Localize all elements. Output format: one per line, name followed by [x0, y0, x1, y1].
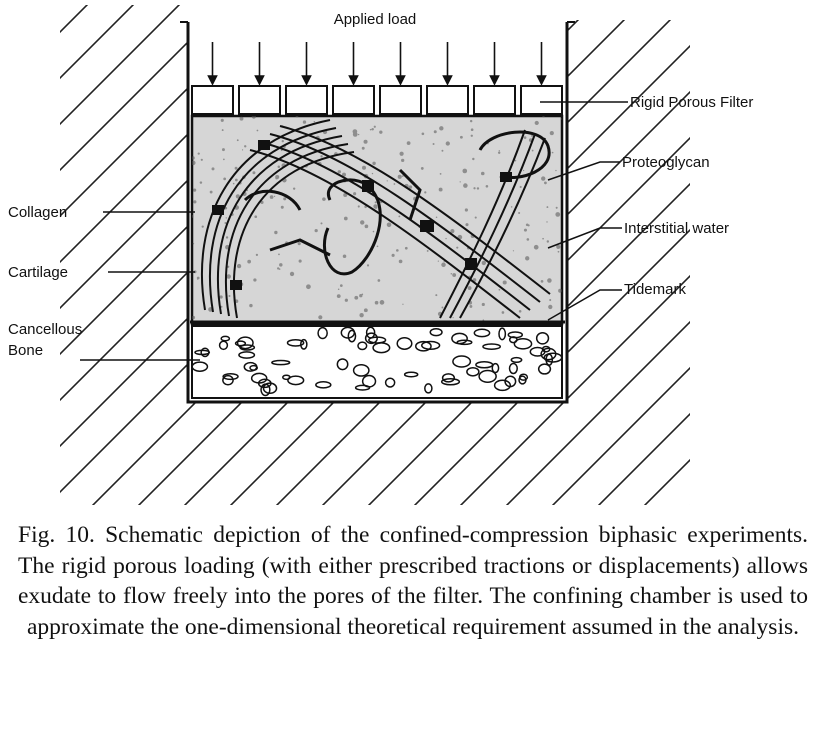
confined-compression-diagram: Applied load Rigid Porous Filter Proteog… — [8, 5, 753, 505]
proteoglycan-aggregates — [243, 130, 551, 276]
bone-label: Bone — [8, 342, 43, 359]
cancellous-bone-pores — [191, 326, 563, 397]
proteoglycan-label: Proteoglycan — [622, 154, 710, 171]
cartilage-texture — [192, 116, 562, 322]
proteoglycan-blocks — [212, 140, 512, 290]
figure-caption: Fig. 10. Schematic depiction of the conf… — [18, 522, 808, 640]
tidemark-label: Tidemark — [624, 281, 686, 298]
applied-load-arrows — [207, 42, 547, 86]
collagen-fibers — [200, 119, 551, 319]
interstitial-water-label: Interstitial water — [624, 220, 729, 237]
cancellous-label: Cancellous — [8, 321, 82, 338]
rigid-porous-filter-label: Rigid Porous Filter — [630, 94, 753, 111]
collagen-label: Collagen — [8, 204, 67, 221]
rigid-porous-filter-blocks — [191, 85, 563, 115]
cartilage-label: Cartilage — [8, 264, 68, 281]
leader-lines — [80, 101, 628, 361]
applied-load-label: Applied load — [334, 11, 417, 28]
